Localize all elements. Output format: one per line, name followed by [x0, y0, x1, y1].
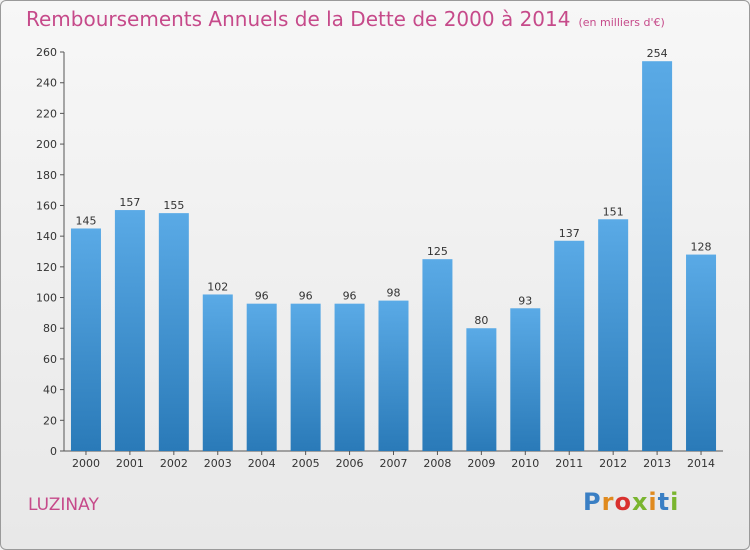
- y-tick-label: 80: [43, 322, 57, 335]
- value-label: 93: [518, 294, 532, 307]
- y-tick-label: 260: [36, 46, 57, 59]
- x-tick-label: 2003: [204, 457, 232, 470]
- value-label: 125: [427, 245, 448, 258]
- bar-2004: [246, 303, 277, 451]
- bar-2003: [202, 294, 233, 451]
- x-tick-label: 2007: [380, 457, 408, 470]
- value-label: 145: [75, 214, 96, 227]
- x-tick-label: 2012: [599, 457, 627, 470]
- x-tick-label: 2008: [423, 457, 451, 470]
- value-label: 254: [647, 47, 668, 60]
- x-tick-label: 2006: [336, 457, 364, 470]
- value-label: 96: [343, 290, 357, 303]
- bar-2002: [158, 213, 189, 451]
- chart-subtitle: (en milliers d'€): [578, 16, 665, 29]
- bar-2006: [334, 303, 365, 451]
- y-tick-label: 40: [43, 384, 57, 397]
- proxiti-logo[interactable]: Proxiti: [583, 488, 680, 516]
- bar-2014: [686, 254, 717, 451]
- bar-2007: [378, 300, 409, 451]
- x-tick-label: 2013: [643, 457, 671, 470]
- x-tick-label: 2009: [467, 457, 495, 470]
- x-tick-label: 2014: [687, 457, 715, 470]
- x-tick-label: 2011: [555, 457, 583, 470]
- x-tick-label: 2005: [292, 457, 320, 470]
- bar-2001: [114, 210, 145, 451]
- y-tick-label: 120: [36, 261, 57, 274]
- y-tick-label: 0: [50, 445, 57, 458]
- y-tick-label: 20: [43, 414, 57, 427]
- bar-2008: [422, 259, 453, 451]
- y-tick-label: 220: [36, 107, 57, 120]
- bar-2013: [642, 61, 673, 451]
- y-tick-label: 100: [36, 292, 57, 305]
- y-tick-label: 200: [36, 138, 57, 151]
- x-tick-label: 2002: [160, 457, 188, 470]
- bar-2011: [554, 240, 585, 451]
- bar-2000: [70, 228, 101, 451]
- x-tick-label: 2000: [72, 457, 100, 470]
- value-label: 96: [299, 290, 313, 303]
- y-tick-label: 160: [36, 199, 57, 212]
- x-tick-label: 2010: [511, 457, 539, 470]
- labels: 2000 145 2001 157 2002 155 2003 102 2004 96 2005 96…: [72, 47, 715, 470]
- value-label: 80: [474, 314, 488, 327]
- value-label: 155: [163, 199, 184, 212]
- bar-2012: [598, 219, 629, 451]
- commune-name: LUZINAY: [28, 495, 99, 515]
- value-label: 137: [559, 227, 580, 240]
- value-label: 128: [691, 241, 712, 254]
- y-tick-label: 60: [43, 353, 57, 366]
- chart-title-text: Remboursements Annuels de la Dette de 20…: [26, 7, 571, 31]
- chart-title: Remboursements Annuels de la Dette de 20…: [26, 7, 665, 31]
- y-tick-label: 240: [36, 77, 57, 90]
- bar-2009: [466, 328, 497, 451]
- value-label: 98: [387, 287, 401, 300]
- x-tick-label: 2004: [248, 457, 276, 470]
- x-tick-label: 2001: [116, 457, 144, 470]
- value-label: 151: [603, 205, 624, 218]
- y-tick-label: 140: [36, 230, 57, 243]
- value-label: 102: [207, 280, 228, 293]
- value-label: 157: [119, 196, 140, 209]
- value-label: 96: [255, 290, 269, 303]
- bar-2010: [510, 308, 541, 451]
- bar-2005: [290, 303, 321, 451]
- bars: [70, 61, 717, 451]
- y-tick-label: 180: [36, 169, 57, 182]
